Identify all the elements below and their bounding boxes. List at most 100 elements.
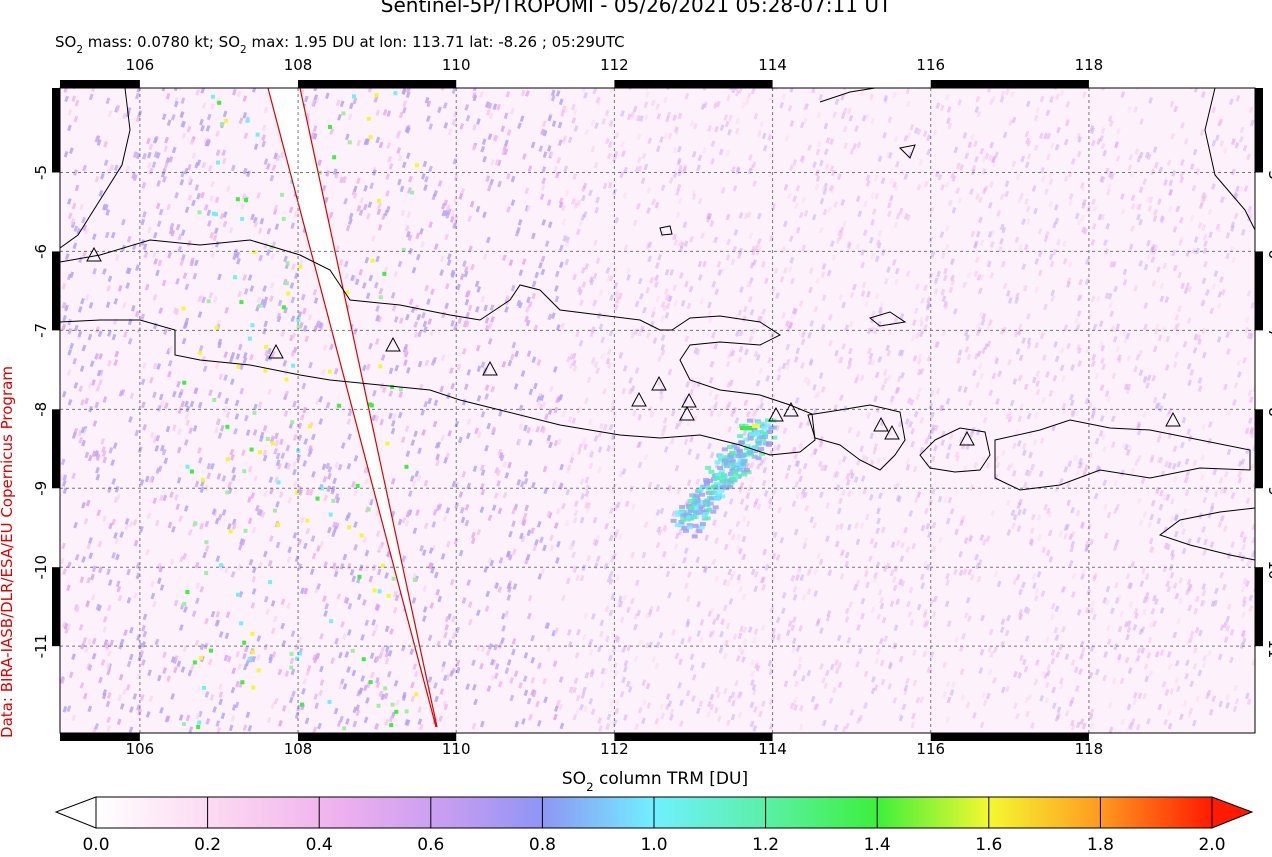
pixel: [220, 122, 224, 126]
pixel: [250, 448, 254, 452]
pixel: [182, 602, 186, 606]
pixel: [377, 704, 381, 708]
pixel: [351, 649, 355, 653]
plume-pixel: [679, 505, 685, 509]
pixel: [389, 723, 393, 727]
lon-tick-label: 112: [600, 56, 629, 74]
subscript: 2: [76, 44, 83, 56]
pixel: [352, 94, 356, 98]
pixel: [370, 403, 374, 407]
plume-pixel: [761, 426, 767, 430]
pixel: [204, 540, 208, 544]
pixel: [289, 666, 293, 670]
pixel: [190, 469, 194, 473]
pixel: [378, 364, 382, 368]
plume-pixel: [739, 440, 745, 444]
plume-pixel: [747, 419, 753, 423]
pixel: [341, 111, 345, 115]
pixel: [379, 295, 383, 299]
pixel: [266, 437, 270, 441]
plume-pixel: [758, 447, 764, 451]
pixel: [332, 155, 336, 159]
pixel: [383, 686, 387, 690]
plume-pixel: [702, 512, 708, 516]
pixel: [378, 589, 382, 593]
pixel: [315, 497, 319, 501]
plume-pixel: [722, 447, 728, 451]
pixel: [217, 101, 221, 105]
plume-pixel: [700, 522, 706, 526]
pixel: [385, 442, 389, 446]
pixel: [369, 135, 373, 139]
lon-tick-label: 106: [126, 56, 155, 74]
plume-pixel: [734, 462, 740, 466]
plume-pixel: [741, 459, 747, 463]
plume-pixel: [682, 526, 688, 530]
pixel: [182, 722, 186, 726]
pixel: [371, 259, 375, 263]
pixel: [382, 272, 386, 276]
pixel: [215, 326, 219, 330]
lon-tick-label: 118: [1075, 740, 1104, 758]
lat-tick-label: -10: [1265, 555, 1272, 580]
plume-pixel: [688, 506, 694, 510]
pixel: [342, 726, 346, 730]
pixel: [410, 191, 414, 195]
title: Sentinel-5P/TROPOMI - 05/26/2021 05:28-0…: [381, 0, 892, 17]
pixel: [216, 161, 220, 165]
pixel: [242, 469, 246, 473]
plume-pixel: [744, 468, 750, 472]
pixel: [391, 703, 395, 707]
plume-pixel: [714, 497, 720, 501]
pixel: [387, 594, 391, 598]
plume-pixel: [705, 516, 711, 520]
lon-tick-label: 110: [442, 740, 471, 758]
plume-pixel: [671, 519, 677, 523]
plume-pixel: [724, 459, 730, 463]
plume-pixel: [730, 477, 736, 481]
pixel: [236, 593, 240, 597]
pixel: [369, 680, 373, 684]
pixel: [244, 198, 248, 202]
pixel: [182, 307, 186, 311]
plume-pixel: [708, 470, 714, 474]
plume-pixel: [729, 463, 735, 467]
plume-pixel: [687, 525, 693, 529]
lon-tick-label: 106: [126, 740, 155, 758]
text-part: max: 1.95 DU at lon: 113.71 lat: -8.26 ;…: [247, 33, 625, 51]
plume-pixel: [715, 460, 721, 464]
plume-pixel: [693, 524, 699, 528]
pixel: [347, 525, 351, 529]
plume-pixel: [717, 466, 723, 470]
plume-pixel: [703, 478, 709, 482]
plume-pixel: [737, 449, 743, 453]
pixel: [202, 686, 206, 690]
lon-tick-label: 110: [442, 56, 471, 74]
pixel: [367, 508, 371, 512]
pixel: [392, 577, 396, 581]
lon-tick-label: 114: [758, 56, 787, 74]
text-part: SO: [55, 33, 76, 51]
pixel: [236, 365, 240, 369]
pixel: [193, 660, 197, 664]
pixel: [226, 457, 230, 461]
pixel: [331, 499, 335, 503]
pixel: [236, 197, 240, 201]
pixel: [197, 720, 201, 724]
pixel: [257, 668, 261, 672]
plume-pixel: [699, 493, 705, 497]
pixel: [242, 641, 246, 645]
scale-bar: [60, 733, 140, 741]
lon-tick-label: 114: [758, 740, 787, 758]
plume-pixel: [705, 466, 711, 470]
pixel: [377, 199, 381, 203]
lat-tick-label: -5: [1265, 165, 1272, 180]
plume-pixel: [709, 496, 715, 500]
pixel: [212, 212, 216, 216]
pixel: [373, 588, 377, 592]
pixel: [199, 656, 203, 660]
pixel: [277, 480, 281, 484]
pixel: [273, 509, 277, 513]
pixel: [212, 398, 216, 402]
lat-tick-label: -9: [32, 481, 50, 496]
